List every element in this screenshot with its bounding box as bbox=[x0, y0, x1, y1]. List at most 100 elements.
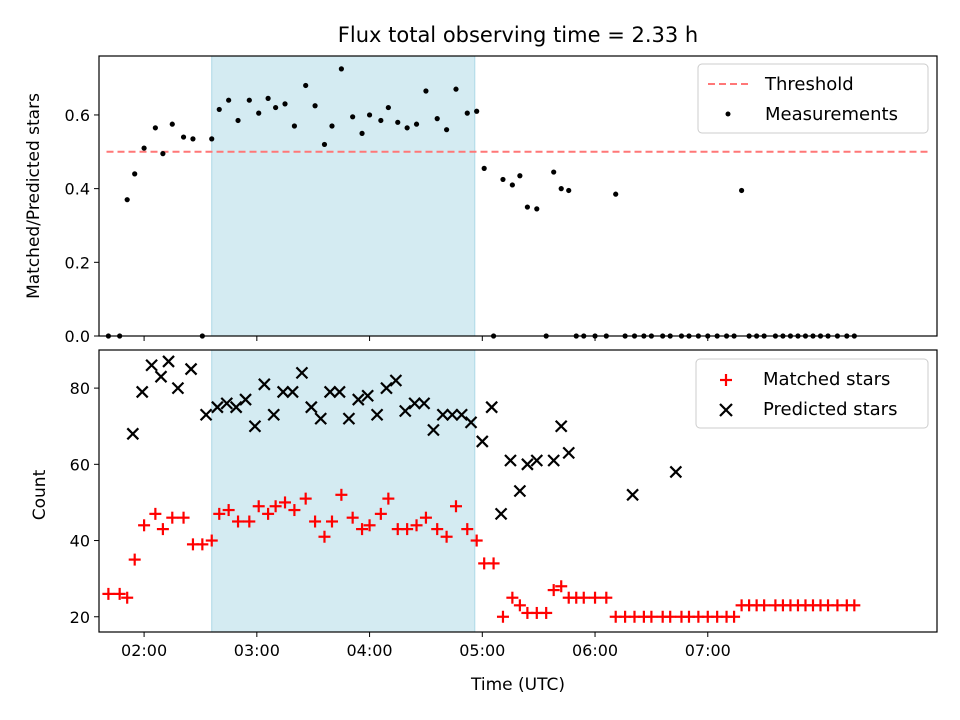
measurement-point bbox=[169, 121, 175, 127]
legend-matched-swatch bbox=[720, 374, 732, 386]
legend-predicted-label: Predicted stars bbox=[763, 399, 897, 420]
matched-star-point bbox=[496, 610, 509, 623]
matched-star-point bbox=[431, 523, 444, 536]
predicted-star-point bbox=[276, 385, 290, 399]
matched-star-point bbox=[309, 515, 322, 528]
y-tick-label: 40 bbox=[70, 532, 90, 551]
predicted-star-point bbox=[239, 393, 252, 406]
matched-star-point bbox=[440, 530, 453, 543]
matched-star-point bbox=[138, 519, 151, 532]
predicted-star-point bbox=[305, 400, 318, 414]
matched-star-point bbox=[269, 500, 282, 513]
measurement-point bbox=[321, 141, 328, 148]
top-panel: 0.0 0.2 0.4 0.6 Matched/Predicted stars Thr… bbox=[24, 55, 938, 346]
predicted-star-point bbox=[562, 446, 576, 460]
predicted-star-point bbox=[314, 412, 327, 425]
measurement-point bbox=[404, 125, 410, 131]
matched-star-point bbox=[758, 599, 771, 612]
measurement-point bbox=[216, 106, 222, 113]
matched-star-point bbox=[213, 507, 226, 520]
measurement-point bbox=[152, 125, 158, 131]
measurement-point bbox=[282, 101, 288, 107]
measurement-point bbox=[558, 186, 564, 192]
matched-star-point bbox=[128, 553, 141, 566]
predicted-star-points bbox=[126, 355, 683, 521]
matched-star-point bbox=[506, 591, 519, 604]
matched-star-point bbox=[410, 519, 423, 532]
predicted-star-point bbox=[135, 385, 149, 399]
legend-measurements-swatch bbox=[725, 111, 731, 117]
bottom-axes-frame bbox=[98, 349, 938, 633]
legend-measurements-label: Measurements bbox=[765, 104, 898, 125]
matched-star-point bbox=[166, 511, 179, 524]
matched-star-point bbox=[222, 504, 235, 517]
predicted-star-point bbox=[333, 385, 346, 399]
x-tick-label: 07:00 bbox=[685, 641, 731, 660]
measurement-point bbox=[291, 123, 298, 129]
measurement-point bbox=[453, 86, 459, 92]
predicted-star-point bbox=[126, 427, 140, 441]
predicted-star-point bbox=[361, 389, 374, 403]
x-tick-label: 05:00 bbox=[459, 641, 505, 660]
matched-star-point bbox=[299, 492, 312, 505]
predicted-star-point bbox=[352, 393, 365, 406]
predicted-star-point bbox=[464, 416, 478, 429]
matched-star-point bbox=[346, 511, 359, 524]
measurement-point bbox=[366, 112, 373, 118]
matched-star-point bbox=[325, 515, 338, 528]
measurement-point bbox=[738, 187, 745, 194]
legend-matched-label: Matched stars bbox=[763, 369, 890, 390]
matched-star-point bbox=[555, 580, 568, 593]
predicted-star-point bbox=[220, 397, 234, 410]
legend-threshold-label: Threshold bbox=[764, 74, 854, 95]
y-tick-label: 0.2 bbox=[65, 253, 90, 272]
measurement-point bbox=[265, 95, 271, 101]
measurement-point bbox=[132, 171, 138, 177]
predicted-star-point bbox=[417, 397, 431, 410]
matched-star-point bbox=[728, 610, 741, 623]
predicted-star-point bbox=[145, 358, 158, 372]
matched-star-point bbox=[156, 523, 169, 536]
predicted-star-point bbox=[547, 454, 560, 467]
predicted-star-point bbox=[258, 378, 271, 391]
predicted-star-point bbox=[248, 419, 262, 433]
measurement-point bbox=[160, 151, 166, 157]
predicted-star-point bbox=[669, 465, 683, 479]
matched-star-point bbox=[335, 488, 348, 501]
y-tick-label: 80 bbox=[70, 379, 90, 398]
predicted-star-point bbox=[530, 454, 544, 467]
measurement-point bbox=[534, 206, 540, 212]
measurement-point bbox=[273, 104, 279, 111]
y-tick-label: 60 bbox=[70, 455, 90, 474]
measurement-point bbox=[566, 187, 572, 194]
predicted-star-point bbox=[389, 374, 403, 387]
top-highlight-span bbox=[211, 55, 476, 337]
measurement-point bbox=[359, 130, 365, 136]
measurement-point bbox=[141, 145, 147, 151]
y-tick-label: 0.4 bbox=[65, 180, 90, 199]
measurement-point bbox=[413, 121, 420, 127]
x-tick-label: 06:00 bbox=[572, 641, 618, 660]
matched-star-point bbox=[205, 534, 218, 547]
matched-star-point bbox=[196, 538, 209, 551]
predicted-star-point bbox=[521, 458, 534, 471]
predicted-star-point bbox=[554, 419, 568, 433]
measurement-point bbox=[350, 114, 356, 120]
measurement-point bbox=[423, 88, 429, 94]
measurement-point bbox=[329, 123, 335, 129]
predicted-star-point bbox=[342, 412, 356, 425]
matched-star-point bbox=[419, 511, 432, 524]
predicted-star-point bbox=[295, 366, 309, 380]
matched-star-point bbox=[664, 610, 677, 623]
matched-star-point bbox=[449, 500, 462, 513]
predicted-star-point bbox=[445, 408, 459, 422]
matched-star-point bbox=[279, 496, 292, 509]
matched-star-point bbox=[540, 606, 553, 619]
matched-star-point bbox=[232, 515, 245, 528]
matched-star-point bbox=[470, 534, 483, 547]
bottom-legend: Matched stars Predicted stars bbox=[695, 358, 929, 429]
measurement-point bbox=[124, 197, 130, 203]
predicted-star-point bbox=[184, 362, 198, 376]
predicted-star-point bbox=[370, 408, 384, 422]
